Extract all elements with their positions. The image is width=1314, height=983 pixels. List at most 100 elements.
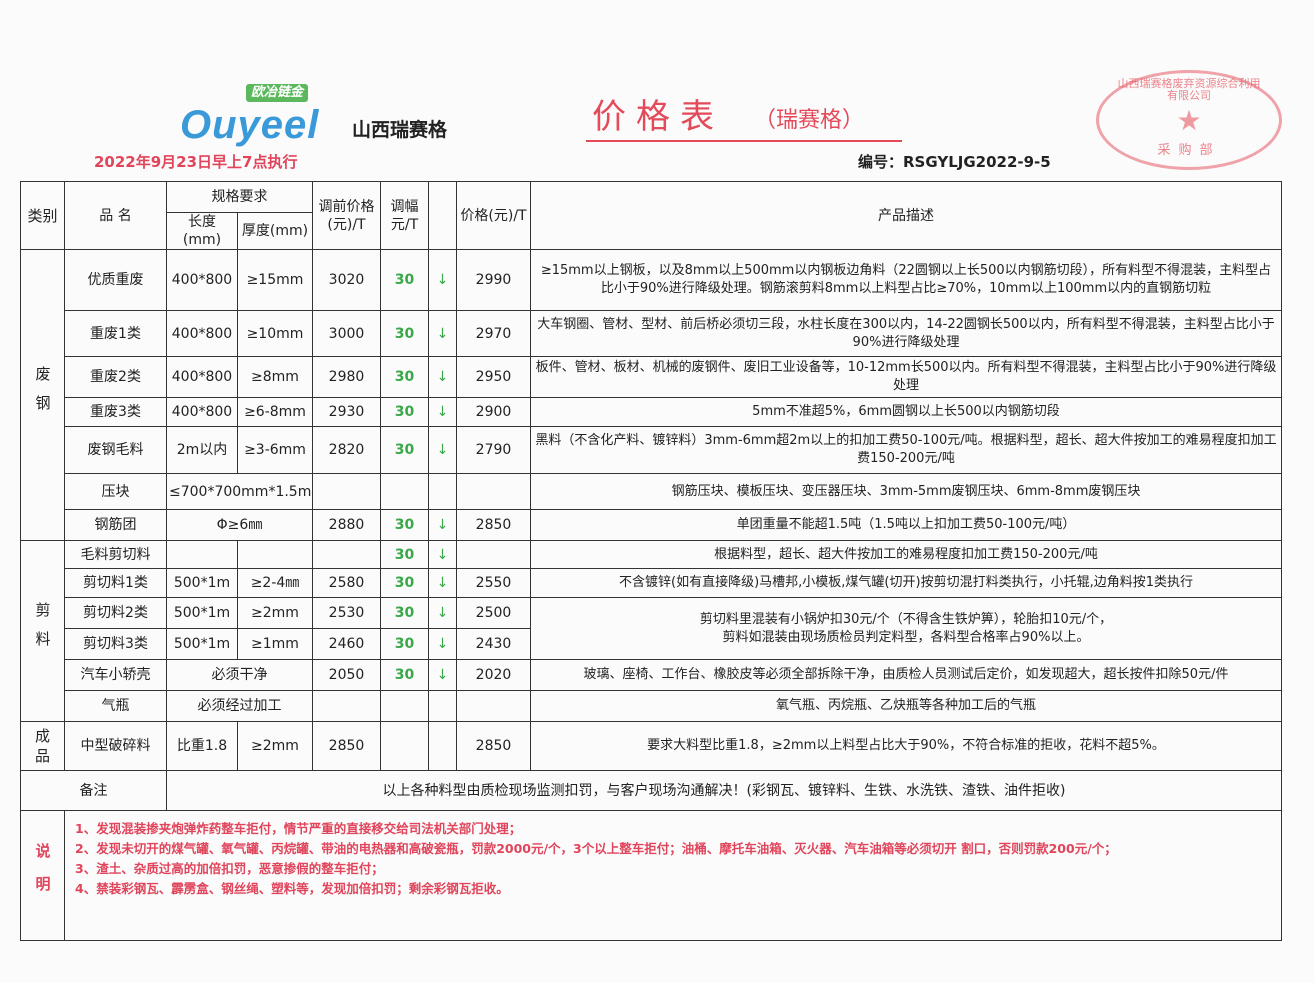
description: ≥15mm以上钢板，以及8mm以上500mm以内钢板边角料（22圆钢以上长500… [530,249,1282,311]
down-arrow-icon: ↓ [428,397,457,427]
category-cell: 剪料 [20,540,65,722]
item-name: 重废2类 [64,356,167,398]
down-arrow-icon [428,690,457,722]
item-length: 2m以内 [166,426,238,474]
item-thickness: ≥1mm [237,628,313,660]
adjust-amount: 30 [380,597,429,629]
adjust-amount: 30 [380,426,429,474]
table-row: 钢筋团 Φ≥6㎜ 2880 30 ↓ 2850 单团重量不能超1.5吨（1.5吨以上扣加工费… [21,509,1282,541]
adjust-amount: 30 [380,310,429,357]
adjust-amount: 30 [380,568,429,598]
price: 2430 [456,628,531,660]
prev-price: 2880 [312,509,381,541]
down-arrow-icon: ↓ [428,426,457,474]
price: 2990 [456,249,531,311]
price: 2950 [456,356,531,398]
table-row: 气瓶 必须经过加工 氧气瓶、丙烷瓶、乙炔瓶等各种加工后的气瓶 [21,690,1282,722]
note-item: 1、发现混装掺夹炮弹炸药整车拒付，情节严重的直接移交给司法机关部门处理； [75,821,522,836]
item-spec: ≤700*700mm*1.5m [166,473,313,510]
down-arrow-icon: ↓ [428,509,457,541]
prev-price: 2850 [312,721,381,771]
adjust-amount [380,690,429,722]
description: 黑料（不含化产料、镀锌料）3mm-6mm超2m以上的扣加工费50-100元/吨。… [530,426,1282,474]
item-length [166,540,238,569]
down-arrow-icon: ↓ [428,356,457,398]
table-row: 剪切料3类 500*1m ≥1mm 2460 30 ↓ 2430 [21,628,1282,660]
page-title: 价格表 [592,97,724,137]
item-length: 400*800 [166,249,238,311]
price [456,473,531,510]
item-thickness: ≥2mm [237,721,313,771]
adjust-amount [380,721,429,771]
down-arrow-icon: ↓ [428,310,457,357]
down-arrow-icon: ↓ [428,540,457,569]
item-thickness: ≥10mm [237,310,313,357]
adjust-amount [380,473,429,510]
item-length: 500*1m [166,628,238,660]
item-name: 优质重废 [64,249,167,311]
item-length: 400*800 [166,356,238,398]
item-length: 比重1.8 [166,721,238,771]
item-thickness: ≥2mm [237,597,313,629]
prev-price: 2930 [312,397,381,427]
description: 单团重量不能超1.5吨（1.5吨以上扣加工费50-100元/吨） [530,509,1282,541]
note-item: 2、发现未切开的煤气罐、氧气罐、丙烷罐、带油的电热器和高破瓷瓶，罚款2000元/… [75,841,1117,856]
down-arrow-icon [428,721,457,771]
item-name: 废钢毛料 [64,426,167,474]
item-thickness: ≥2-4㎜ [237,568,313,598]
item-spec: 必须经过加工 [166,690,313,722]
header-length: 长度(mm) [166,212,238,250]
prev-price [312,473,381,510]
table-row: 废钢 优质重废 400*800 ≥15mm 3020 30 ↓ 2990 ≥15mm以上钢板，以… [20,249,1282,541]
table-row: 废钢毛料 2m以内 ≥3-6mm 2820 30 ↓ 2790 黑料（不含化产料、镀锌料）3m… [21,426,1282,474]
down-arrow-icon: ↓ [428,568,457,598]
header-prev-price: 调前价格(元)/T [312,181,381,250]
item-thickness: ≥6-8mm [237,397,313,427]
stamp-text: 山西瑞赛格废弃资源综合利用有限公司 [1117,77,1261,102]
price: 2550 [456,568,531,598]
item-spec: 必须干净 [166,659,313,691]
document-number: 编号：RSGYLJG2022-9-5 [858,153,1051,171]
prev-price [312,690,381,722]
page-subtitle: （瑞赛格） [754,108,865,133]
notes-list: 1、发现混装掺夹炮弹炸药整车拒付，情节严重的直接移交给司法机关部门处理； 2、发现… [64,810,1282,941]
table-row: 重废1类 400*800 ≥10mm 3000 30 ↓ 2970 大车钢圈、管材、型材、前后… [21,310,1282,357]
table-row: 重废3类 400*800 ≥6-8mm 2930 30 ↓ 2900 5mm不准超5%，6mm… [21,397,1282,427]
item-length: 400*800 [166,310,238,357]
description: 大车钢圈、管材、型材、前后桥必须切三段，水柱长度在300以内，14-22圆钢长5… [530,310,1282,357]
header-spec: 规格要求 [166,181,313,213]
adjust-amount: 30 [380,540,429,569]
company-name: 山西瑞赛格 [352,119,448,141]
down-arrow-icon: ↓ [428,249,457,311]
header-adjust: 调幅元/T [380,181,429,250]
item-name: 汽车小轿壳 [64,659,167,691]
item-thickness: ≥3-6mm [237,426,313,474]
category-cell: 成品 [20,721,65,771]
header-price: 价格(元)/T [456,181,531,250]
logo-tag: 欧冶链金 [246,84,309,102]
price [456,690,531,722]
table-row: 剪料 毛料剪切料 30 ↓ 根据料型，超长、超大件按加工的难易程度扣加工费150-200… [20,540,1282,722]
down-arrow-icon: ↓ [428,659,457,691]
prev-price: 2530 [312,597,381,629]
item-thickness: ≥15mm [237,249,313,311]
adjust-amount: 30 [380,628,429,660]
item-name: 钢筋团 [64,509,167,541]
stamp-dept: 采购部 [1157,143,1221,158]
header-description: 产品描述 [530,181,1282,250]
price: 2790 [456,426,531,474]
company-stamp: 山西瑞赛格废弃资源综合利用有限公司 ★ 采购部 [1096,70,1282,170]
adjust-amount: 30 [380,509,429,541]
description: 剪切料里混装有小锅炉扣30元/个（不得含生铁炉箅），轮胎扣10元/个， 剪料如混… [530,597,1282,660]
category-cell: 废钢 [20,249,65,541]
down-arrow-icon: ↓ [428,597,457,629]
table-row: 汽车小轿壳 必须干净 2050 30 ↓ 2020 玻璃、座椅、工作台、橡胶皮等必须全部拆除… [21,659,1282,691]
item-name: 毛料剪切料 [64,540,167,569]
item-name: 剪切料3类 [64,628,167,660]
table-row: 成品 中型破碎料 比重1.8 ≥2mm 2850 2850 要求大料型比重1.8，≥2mm以… [20,721,1282,771]
notes-row: 说明 1、发现混装掺夹炮弹炸药整车拒付，情节严重的直接移交给司法机关部门处理； 2、… [20,810,1282,941]
adjust-amount: 30 [380,659,429,691]
price [456,540,531,569]
price: 2850 [456,721,531,771]
item-length: 500*1m [166,568,238,598]
